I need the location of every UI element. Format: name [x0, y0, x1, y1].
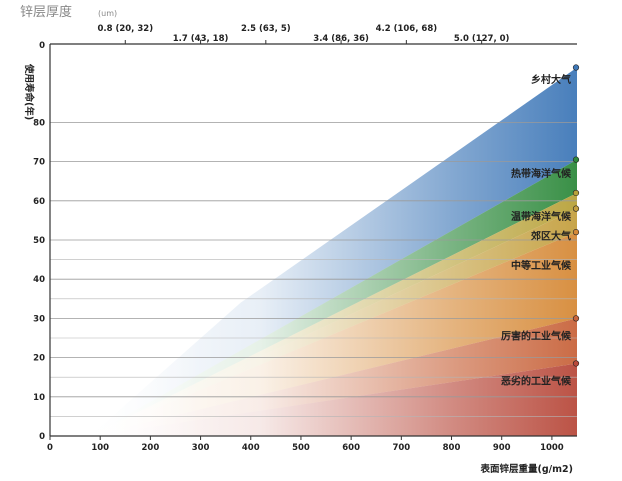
x-tick-label-500: 500 [292, 443, 310, 453]
series-endpoint-2 [572, 189, 580, 197]
series-endpoint-6 [572, 360, 580, 367]
x-tick-label-600: 600 [342, 443, 360, 453]
y-tick-label-70: 70 [33, 158, 45, 168]
top-tick-label-3: 3.4 (86, 36) [313, 34, 369, 44]
band-1 [90, 159, 578, 436]
x-axis-title: 表面锌层重量(g/m2) [480, 463, 573, 475]
series-label-4: 中等工业气候 [511, 259, 572, 272]
band-0 [90, 67, 578, 437]
series-label-2: 温带海洋气候 [511, 210, 572, 223]
x-tick-label-200: 200 [142, 443, 160, 453]
series-label-1: 热带海洋气候 [511, 167, 572, 180]
series-endpoint-5 [572, 315, 580, 322]
series-label-3: 郊区大气 [531, 230, 571, 243]
series-label-5: 厉害的工业气候 [501, 330, 572, 343]
top-tick-label-4: 4.2 (106, 68) [376, 24, 438, 34]
top-axis-unit: (um) [98, 9, 117, 18]
chart-axes [49, 40, 577, 440]
y-tick-label-60: 60 [33, 197, 45, 207]
top-tick-label-1: 1.7 (43, 18) [173, 34, 229, 44]
top-tick-label-2: 2.5 (63, 5) [241, 24, 291, 34]
x-tick-label-0: 0 [47, 443, 53, 453]
series-endpoint-0 [572, 64, 580, 71]
top-axis-title: 锌层厚度 [20, 4, 72, 20]
x-tick-label-400: 400 [242, 443, 260, 453]
y-tick-label-30: 30 [33, 314, 45, 324]
top-tick-label-0: 0.8 (20, 32) [97, 24, 153, 34]
y-tick-label-10: 10 [33, 393, 45, 403]
x-tick-label-900: 900 [493, 443, 511, 453]
band-4 [90, 232, 578, 436]
chart-labels: 0 100 200 300 400 500 600 700 800 900 100001020304… [20, 4, 573, 475]
series-endpoint-4 [572, 229, 580, 236]
top-tick-label-zero: 0 [39, 41, 45, 51]
y-axis-title: 使用寿命(年) [23, 63, 35, 120]
series-endpoint-1 [572, 156, 580, 163]
chart-grid [50, 122, 577, 417]
x-tick-label-700: 700 [392, 443, 410, 453]
y-tick-label-80: 80 [33, 118, 45, 128]
chart-marks [572, 64, 580, 367]
x-tick-label-1000: 1000 [540, 443, 564, 453]
series-label-0: 乡村大气 [531, 73, 571, 86]
y-tick-label-0: 0 [39, 432, 45, 442]
band-3 [90, 208, 578, 436]
y-tick-label-40: 40 [33, 275, 45, 285]
band-2 [90, 192, 578, 436]
series-label-6: 恶劣的工业气候 [501, 375, 572, 388]
top-tick-label-5: 5.0 (127, 0) [454, 34, 510, 44]
x-tick-label-800: 800 [443, 443, 461, 453]
series-endpoint-3 [572, 205, 580, 212]
band-6 [90, 363, 578, 436]
y-tick-label-20: 20 [33, 354, 45, 364]
x-tick-label-100: 100 [91, 443, 109, 453]
x-tick-label-300: 300 [192, 443, 210, 453]
y-tick-label-50: 50 [33, 236, 45, 246]
